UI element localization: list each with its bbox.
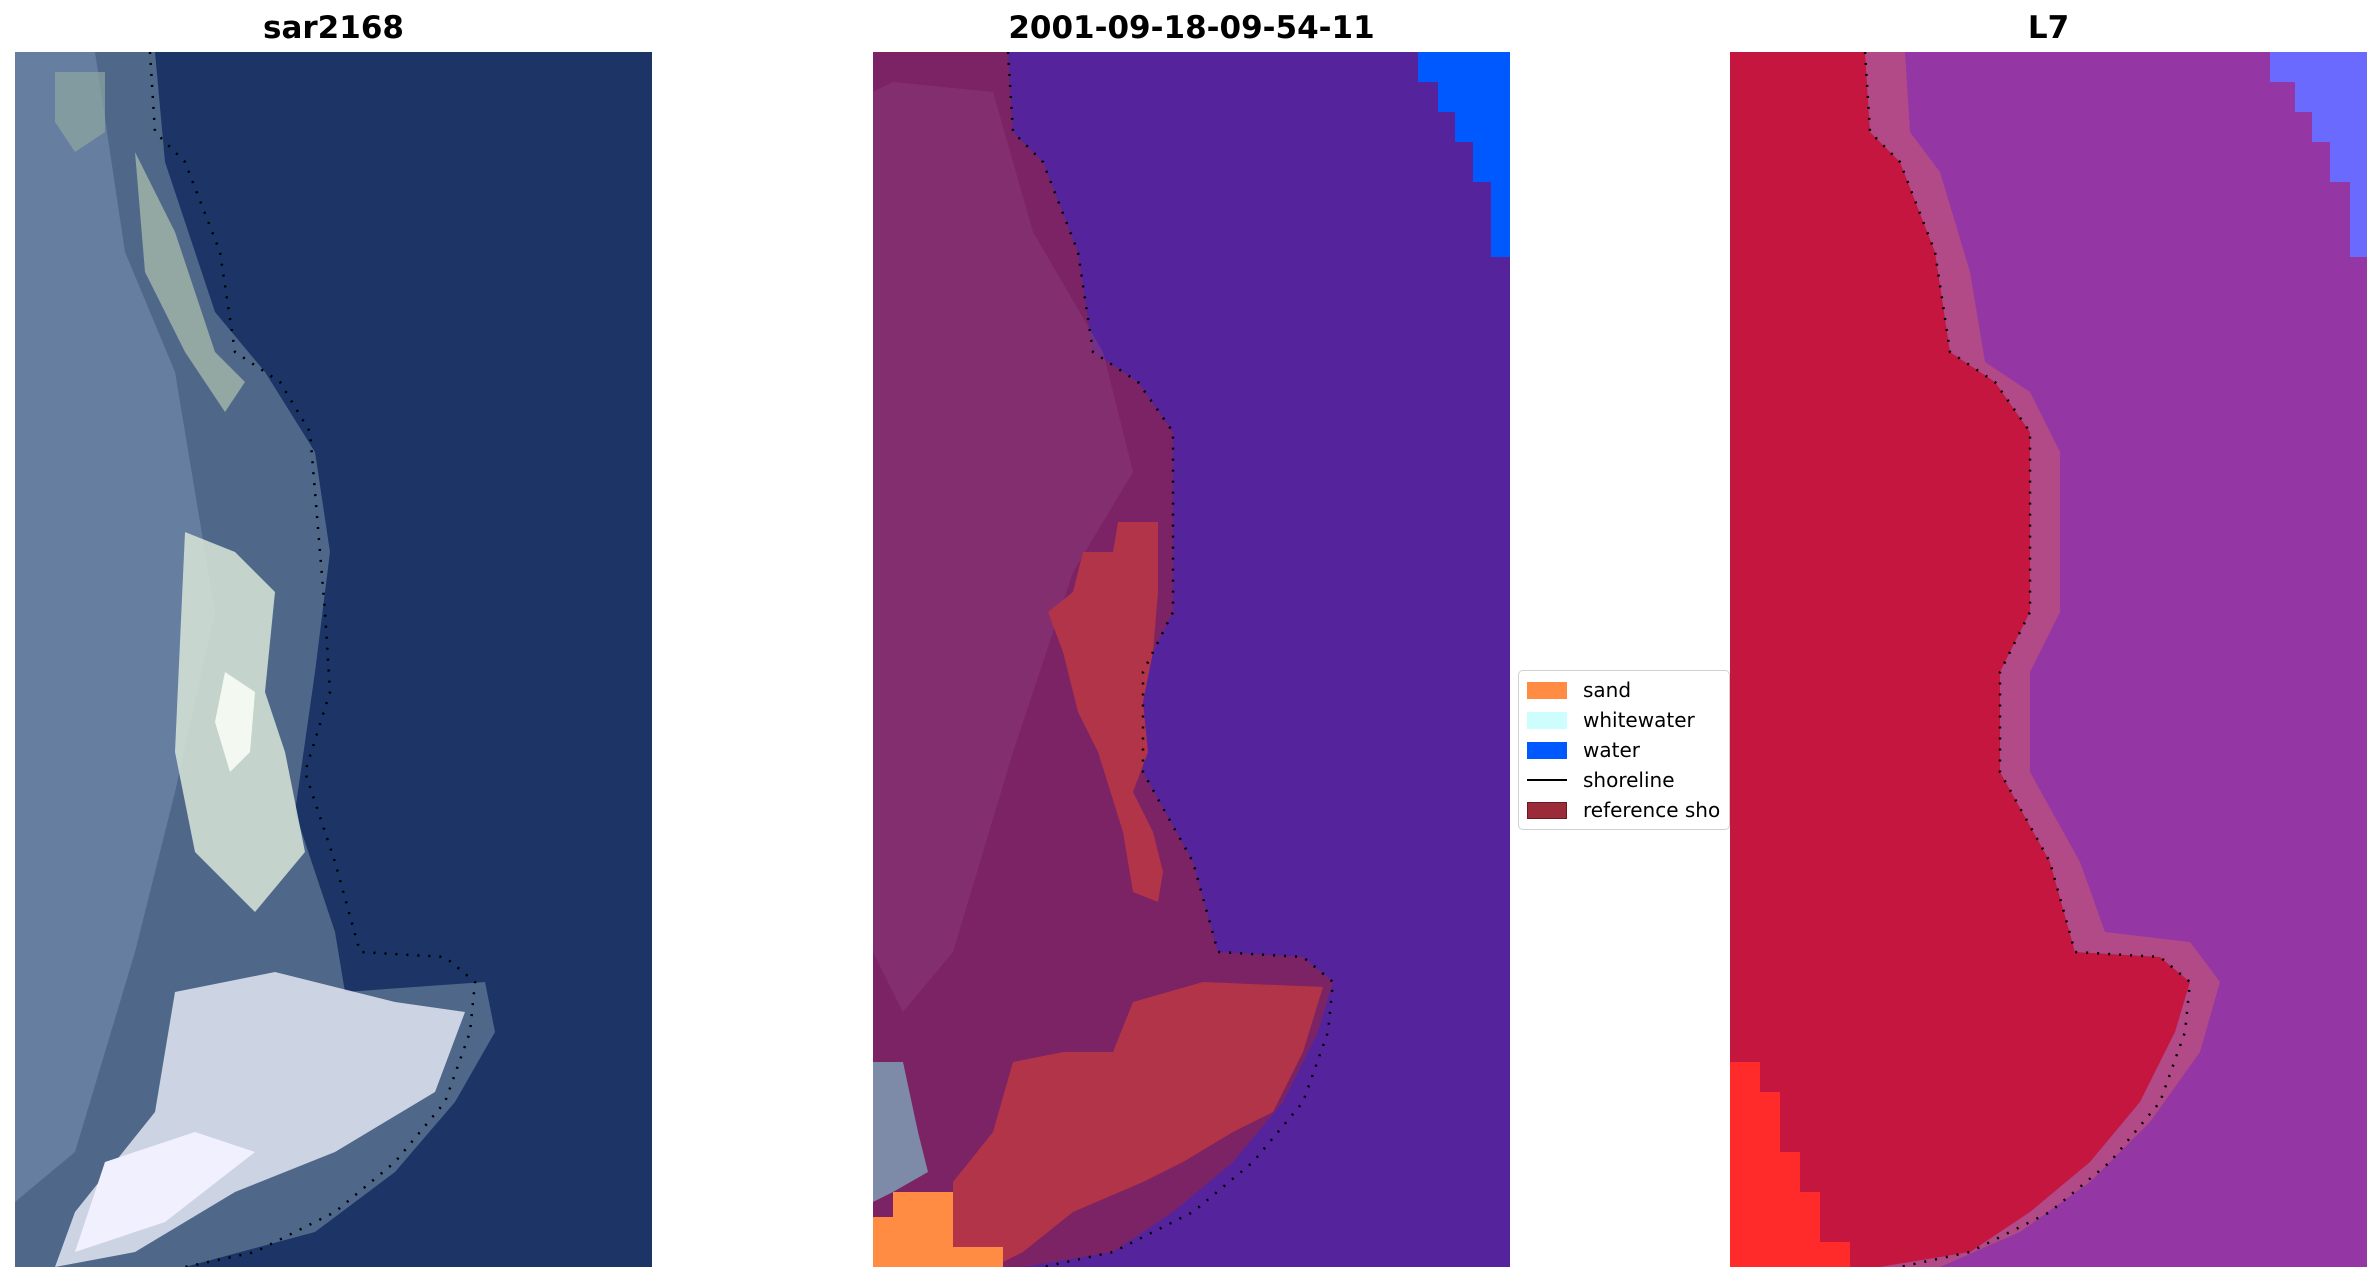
reference-shoreline-swatch <box>1527 801 1567 819</box>
legend-label-sand: sand <box>1583 678 1632 702</box>
legend-item-shoreline: shoreline <box>1527 766 1675 794</box>
nir-image-panel <box>1730 52 2367 1267</box>
panel-title-nir: L7 <box>2027 10 2070 46</box>
legend-label-whitewater: whitewater <box>1583 708 1695 732</box>
whitewater-swatch <box>1527 711 1567 729</box>
legend-item-whitewater: whitewater <box>1527 706 1695 734</box>
panel-title-classification: 2001-09-18-09-54-11 <box>1008 10 1375 46</box>
shoreline-line-swatch <box>1527 778 1567 782</box>
legend-item-sand: sand <box>1527 676 1631 704</box>
legend-label-reference-shoreline: reference sho <box>1583 798 1721 822</box>
nir-image <box>1730 52 2367 1267</box>
classification-panel <box>873 52 1510 1267</box>
classification-image <box>873 52 1510 1267</box>
legend-label-water: water <box>1583 738 1640 762</box>
legend-item-water: water <box>1527 736 1640 764</box>
sand-swatch <box>1527 681 1567 699</box>
legend: sand whitewater water shoreline referenc… <box>1518 670 1730 830</box>
panel-title-rgb: sar2168 <box>263 10 404 46</box>
rgb-image <box>15 52 652 1267</box>
rgb-image-panel <box>15 52 652 1267</box>
legend-item-reference-shoreline: reference sho <box>1527 796 1720 824</box>
water-swatch <box>1527 741 1567 759</box>
legend-label-shoreline: shoreline <box>1583 768 1675 792</box>
